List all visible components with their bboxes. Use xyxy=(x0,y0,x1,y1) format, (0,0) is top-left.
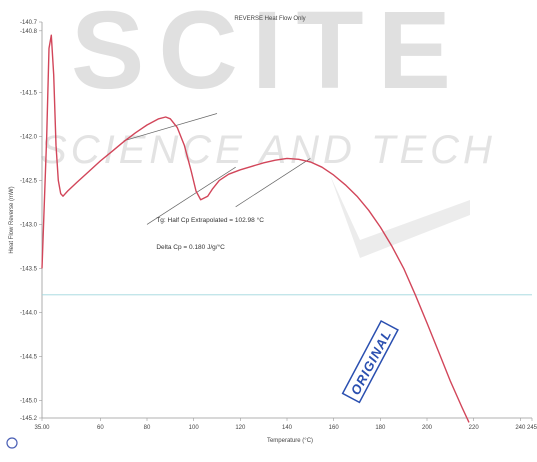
y-tick-label: -144.0 xyxy=(20,310,38,316)
x-tick-label: 245 xyxy=(527,425,537,431)
y-tick-label: -142.0 xyxy=(20,134,38,140)
y-tick-label: -140.7 xyxy=(20,20,38,26)
stamp-border xyxy=(341,320,399,404)
y-ticks: -140.7 -140.8 -141.5 -142.0 -142.5 -143.0 -143… xyxy=(20,20,42,422)
tangent-line xyxy=(235,158,311,208)
x-tick-label: 200 xyxy=(422,425,433,431)
y-tick-label: -143.0 xyxy=(20,222,38,228)
x-tick-label: 60 xyxy=(97,425,104,431)
x-tick-label: 80 xyxy=(144,425,151,431)
x-ticks: 35.00 60 80 100 120 140 160 180 200 220 240 245 xyxy=(34,418,537,431)
bottom-left-logo xyxy=(6,437,18,449)
x-tick-label: 140 xyxy=(282,425,293,431)
tangent-lines xyxy=(123,113,311,225)
x-axis-title: Temperature (°C) xyxy=(267,438,313,444)
series-layer xyxy=(41,34,470,423)
x-tick-label: 100 xyxy=(189,425,200,431)
tangent-line xyxy=(146,166,236,225)
x-tick-label: 35.00 xyxy=(34,425,50,431)
annotation-text: Tg: Half Cp Extrapolated = 102.98 °C xyxy=(156,216,264,224)
y-tick-label: -140.8 xyxy=(20,29,38,35)
x-tick-label: 220 xyxy=(469,425,480,431)
y-tick-label: -141.5 xyxy=(20,90,38,96)
stamp-text: ORIGINAL xyxy=(348,327,395,397)
original-stamp: ORIGINAL xyxy=(341,320,399,404)
x-tick-label: 160 xyxy=(329,425,340,431)
chart-axes xyxy=(41,22,532,419)
y-tick-label: -144.5 xyxy=(20,354,38,360)
annotations: Tg: Half Cp Extrapolated = 102.98 °C Delt… xyxy=(156,216,264,251)
x-tick-label: 180 xyxy=(375,425,386,431)
x-tick-label: 120 xyxy=(235,425,246,431)
y-tick-label: -142.5 xyxy=(20,178,38,184)
y-tick-label: -145.2 xyxy=(20,416,38,422)
chart-title: REVERSE Heat Flow Only xyxy=(234,16,305,22)
annotation-text: Delta Cp = 0.180 J/g/°C xyxy=(156,243,225,251)
y-axis-title: Heat Flow Reverse (mW) xyxy=(9,186,15,253)
y-tick-label: -143.5 xyxy=(20,266,38,272)
y-tick-label: -145.0 xyxy=(20,398,38,404)
tangent-line xyxy=(123,113,218,142)
x-tick-label: 240 xyxy=(515,425,526,431)
series-line-heat-flow xyxy=(41,34,470,423)
logo-icon xyxy=(6,437,18,449)
